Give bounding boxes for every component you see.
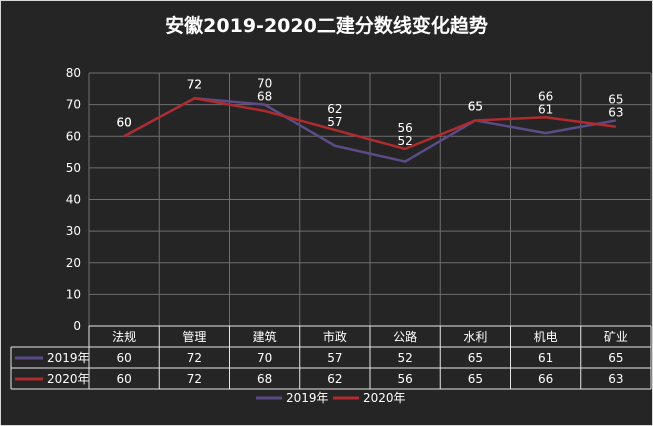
x-category-label: 水利 (463, 330, 487, 344)
y-tick-label: 0 (73, 319, 81, 333)
table-series-name: 2019年 (47, 351, 90, 365)
legend: 2019年 2020年 (256, 391, 406, 405)
series-lines (123, 97, 617, 163)
y-tick-label: 80 (66, 66, 81, 80)
table-cell: 65 (468, 372, 483, 386)
x-category-label: 公路 (393, 329, 417, 344)
data-label: 70 (257, 77, 272, 91)
data-label: 63 (608, 105, 623, 119)
y-tick-label: 40 (66, 193, 81, 207)
series-line-2 (123, 97, 617, 151)
table-cell: 66 (538, 372, 553, 386)
data-table: 法规 管理 建筑 市政 公路 水利 机电 矿业 2019年 60 72 70 57 52 65 61 65 202… (10, 325, 652, 390)
table-cell: 52 (397, 351, 412, 365)
data-label: 72 (187, 77, 202, 91)
y-tick-label: 30 (66, 224, 81, 238)
table-cell: 63 (608, 372, 623, 386)
data-label: 65 (468, 99, 483, 113)
data-label: 60 (116, 115, 131, 129)
data-label: 61 (538, 102, 553, 116)
table-cell: 56 (397, 372, 412, 386)
table-cell: 61 (538, 351, 553, 365)
table-cell: 72 (187, 351, 202, 365)
y-tick-label: 20 (66, 256, 81, 270)
y-tick-label: 60 (66, 129, 81, 143)
x-category-label: 建筑 (253, 329, 277, 344)
table-cell: 60 (116, 372, 131, 386)
x-category-label: 管理 (182, 329, 206, 344)
table-cell: 72 (187, 372, 202, 386)
x-category-label: 法规 (112, 329, 136, 344)
legend-label: 2019年 (286, 391, 329, 405)
gridlines (88, 72, 652, 327)
chart-title: 安徽2019-2020二建分数线变化趋势 (165, 15, 488, 37)
data-label: 52 (397, 134, 412, 148)
x-category-label: 矿业 (604, 330, 628, 344)
table-series-name: 2020年 (47, 372, 90, 386)
table-cell: 65 (468, 351, 483, 365)
data-label: 62 (327, 102, 342, 116)
data-label: 66 (538, 89, 553, 103)
table-cell: 68 (257, 372, 272, 386)
data-label: 72 (187, 77, 202, 91)
table-cell: 57 (327, 351, 342, 365)
data-label: 56 (397, 121, 412, 135)
table-cell: 62 (327, 372, 342, 386)
data-label: 60 (116, 115, 131, 129)
data-label: 65 (468, 99, 483, 113)
table-cell: 65 (608, 351, 623, 365)
y-axis-ticks: 0 10 20 30 40 50 60 70 80 (66, 66, 81, 333)
table-cell: 70 (257, 351, 272, 365)
y-tick-label: 10 (66, 287, 81, 301)
y-tick-label: 50 (66, 161, 81, 175)
data-label: 65 (608, 92, 623, 106)
x-category-label: 市政 (323, 329, 347, 344)
data-label: 57 (327, 115, 342, 129)
y-tick-label: 70 (66, 98, 81, 112)
x-category-label: 机电 (534, 330, 558, 344)
table-cell: 60 (116, 351, 131, 365)
data-label: 68 (257, 90, 272, 104)
legend-label: 2020年 (363, 391, 406, 405)
